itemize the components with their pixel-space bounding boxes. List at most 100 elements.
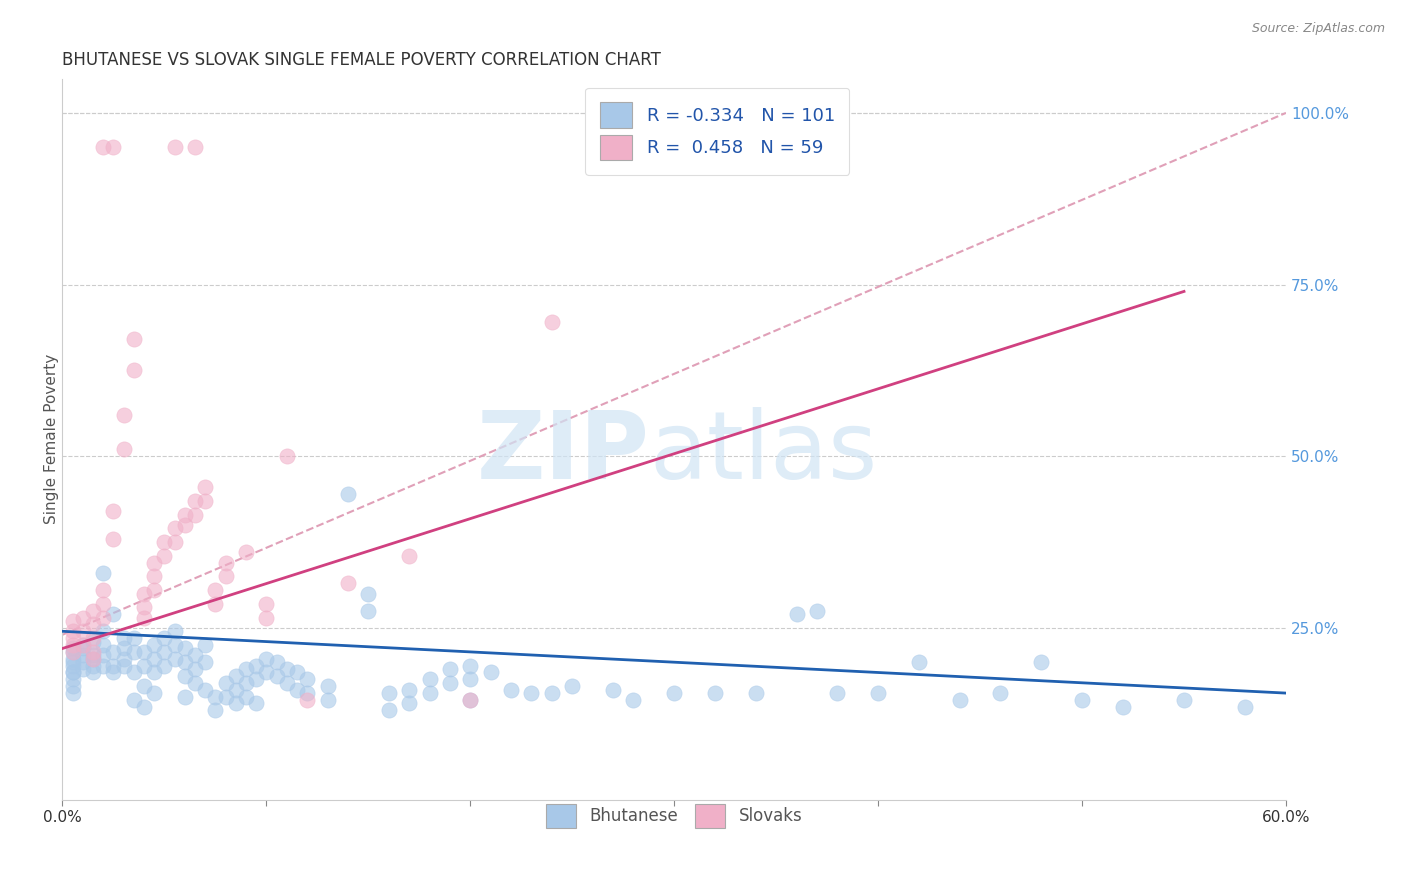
- Point: [163, 652, 186, 666]
- Point: [336, 487, 359, 501]
- Point: [122, 693, 145, 707]
- Point: [184, 508, 207, 522]
- Point: [561, 679, 583, 693]
- Point: [132, 658, 155, 673]
- Point: [153, 631, 176, 645]
- Point: [479, 665, 502, 680]
- Point: [82, 652, 104, 666]
- Point: [398, 549, 420, 563]
- Point: [143, 686, 166, 700]
- Point: [602, 682, 624, 697]
- Point: [112, 442, 135, 457]
- Point: [214, 690, 236, 704]
- Point: [204, 583, 226, 598]
- Point: [62, 665, 84, 680]
- Point: [62, 658, 84, 673]
- Point: [82, 634, 104, 648]
- Point: [91, 658, 114, 673]
- Point: [173, 690, 195, 704]
- Point: [72, 638, 94, 652]
- Point: [184, 493, 207, 508]
- Point: [254, 652, 277, 666]
- Point: [122, 665, 145, 680]
- Point: [173, 655, 195, 669]
- Point: [419, 673, 441, 687]
- Point: [316, 693, 339, 707]
- Point: [163, 624, 186, 639]
- Point: [520, 686, 543, 700]
- Point: [173, 641, 195, 656]
- Point: [72, 655, 94, 669]
- Point: [103, 607, 125, 621]
- Point: [163, 140, 186, 154]
- Point: [194, 480, 217, 494]
- Point: [82, 617, 104, 632]
- Point: [460, 673, 482, 687]
- Point: [285, 682, 308, 697]
- Point: [72, 641, 94, 656]
- Point: [295, 673, 318, 687]
- Point: [143, 556, 166, 570]
- Point: [62, 655, 84, 669]
- Point: [377, 686, 399, 700]
- Point: [1071, 693, 1094, 707]
- Point: [82, 604, 104, 618]
- Point: [153, 549, 176, 563]
- Point: [91, 566, 114, 580]
- Point: [91, 583, 114, 598]
- Point: [245, 697, 267, 711]
- Point: [62, 686, 84, 700]
- Point: [501, 682, 523, 697]
- Point: [153, 658, 176, 673]
- Point: [1234, 699, 1257, 714]
- Legend: Bhutanese, Slovaks: Bhutanese, Slovaks: [540, 797, 808, 834]
- Point: [62, 652, 84, 666]
- Point: [1112, 699, 1135, 714]
- Point: [990, 686, 1012, 700]
- Point: [254, 597, 277, 611]
- Point: [173, 669, 195, 683]
- Point: [225, 669, 247, 683]
- Point: [336, 576, 359, 591]
- Point: [132, 610, 155, 624]
- Point: [112, 658, 135, 673]
- Point: [132, 679, 155, 693]
- Point: [194, 638, 217, 652]
- Point: [786, 607, 808, 621]
- Point: [62, 641, 84, 656]
- Point: [194, 682, 217, 697]
- Point: [235, 545, 257, 559]
- Point: [908, 655, 931, 669]
- Point: [132, 699, 155, 714]
- Point: [103, 504, 125, 518]
- Point: [1173, 693, 1195, 707]
- Point: [62, 638, 84, 652]
- Text: Source: ZipAtlas.com: Source: ZipAtlas.com: [1251, 22, 1385, 36]
- Point: [122, 631, 145, 645]
- Point: [214, 556, 236, 570]
- Point: [204, 703, 226, 717]
- Point: [276, 662, 298, 676]
- Point: [194, 655, 217, 669]
- Point: [91, 624, 114, 639]
- Point: [949, 693, 972, 707]
- Point: [316, 679, 339, 693]
- Point: [72, 638, 94, 652]
- Point: [143, 665, 166, 680]
- Point: [184, 662, 207, 676]
- Point: [704, 686, 727, 700]
- Point: [91, 648, 114, 663]
- Point: [82, 645, 104, 659]
- Point: [91, 610, 114, 624]
- Point: [62, 645, 84, 659]
- Point: [276, 449, 298, 463]
- Point: [62, 679, 84, 693]
- Point: [122, 363, 145, 377]
- Point: [143, 652, 166, 666]
- Point: [82, 658, 104, 673]
- Point: [295, 686, 318, 700]
- Point: [245, 673, 267, 687]
- Point: [62, 665, 84, 680]
- Point: [398, 697, 420, 711]
- Point: [122, 645, 145, 659]
